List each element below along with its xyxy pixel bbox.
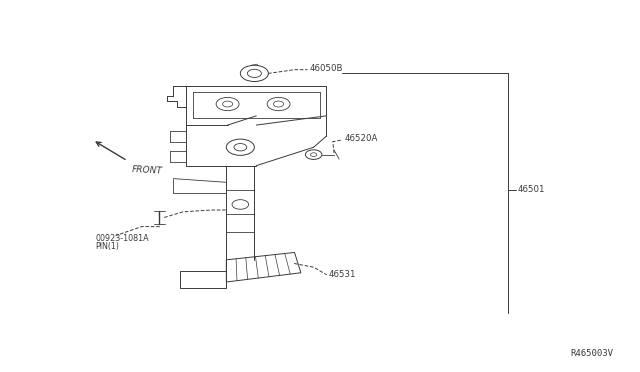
Text: 46531: 46531 (328, 270, 356, 279)
Text: FRONT: FRONT (132, 165, 163, 176)
Text: 46050B: 46050B (309, 64, 342, 73)
Text: 00923-1081A: 00923-1081A (96, 234, 149, 243)
Text: 46520A: 46520A (344, 134, 378, 143)
Text: 46501: 46501 (518, 185, 545, 194)
Text: PIN(1): PIN(1) (96, 242, 120, 251)
Text: R465003V: R465003V (570, 349, 613, 358)
